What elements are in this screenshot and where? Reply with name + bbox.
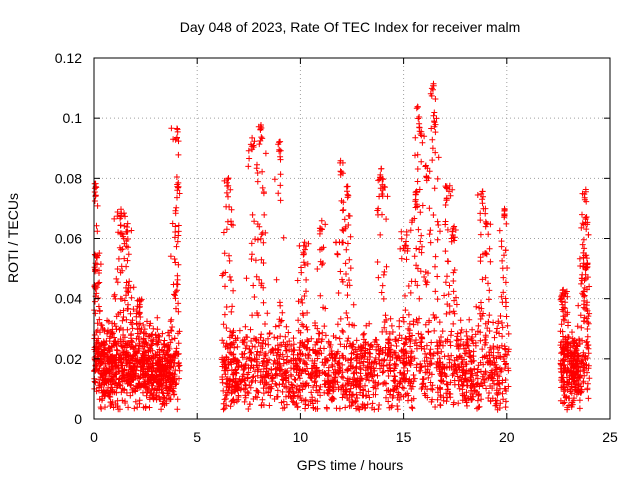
x-tick-label: 10 — [293, 429, 309, 445]
y-tick-label: 0.1 — [63, 110, 83, 126]
x-tick-label: 0 — [90, 429, 98, 445]
chart-title: Day 048 of 2023, Rate Of TEC Index for r… — [180, 19, 521, 35]
y-tick-label: 0.06 — [55, 231, 82, 247]
x-tick-label: 25 — [602, 429, 618, 445]
scatter-points-plus — [91, 80, 593, 413]
x-tick-label: 15 — [396, 429, 412, 445]
y-tick-label: 0.02 — [55, 351, 82, 367]
x-tick-label: 20 — [499, 429, 515, 445]
y-tick-label: 0 — [74, 411, 82, 427]
y-axis-label: ROTI / TECUs — [5, 193, 21, 283]
x-tick-label: 5 — [193, 429, 201, 445]
y-tick-label: 0.12 — [55, 50, 82, 66]
data-points — [91, 80, 593, 413]
y-tick-label: 0.08 — [55, 170, 82, 186]
axis-ticks: 0 5 10 15 20 25 0 0.02 0.04 0.06 0.08 0.1 0.12 — [55, 50, 618, 445]
y-tick-label: 0.04 — [55, 291, 82, 307]
x-axis-label: GPS time / hours — [297, 457, 404, 473]
